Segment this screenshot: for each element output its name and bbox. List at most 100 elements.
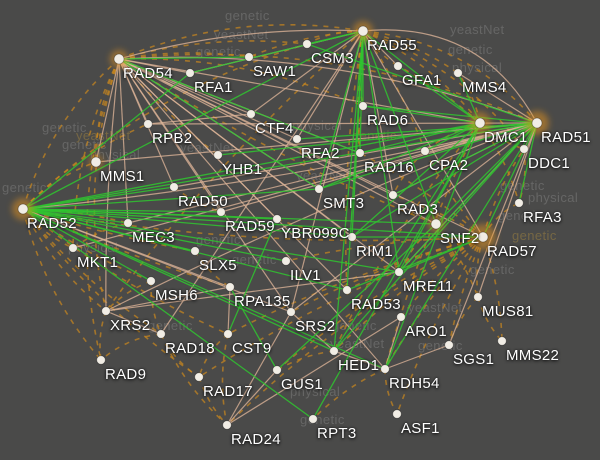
gene-node-SRS2[interactable] (286, 307, 296, 317)
gene-node-CTF4[interactable] (246, 109, 256, 119)
gene-node-SAW1[interactable] (244, 52, 254, 62)
gene-node-SMT3[interactable] (314, 184, 324, 194)
gene-node-CPA2[interactable] (420, 146, 430, 156)
gene-label-RIM1[interactable]: RIM1 (356, 243, 394, 260)
gene-label-GUS1[interactable]: GUS1 (281, 376, 324, 393)
gene-node-RAD57[interactable] (477, 231, 489, 243)
gene-label-YBR099C[interactable]: YBR099C (281, 225, 350, 242)
gene-node-RAD18[interactable] (156, 329, 166, 339)
gene-node-DDC1[interactable] (519, 144, 529, 154)
gene-node-RAD24[interactable] (222, 420, 232, 430)
gene-node-RAD9[interactable] (96, 355, 106, 365)
gene-label-RFA1[interactable]: RFA1 (194, 79, 233, 96)
gene-label-RAD59[interactable]: RAD59 (225, 218, 275, 235)
gene-label-YHB1[interactable]: YHB1 (222, 161, 263, 178)
gene-node-RAD59[interactable] (216, 207, 226, 217)
gene-label-RPB2[interactable]: RPB2 (152, 130, 193, 147)
gene-node-GUS1[interactable] (272, 365, 282, 375)
gene-label-RAD9[interactable]: RAD9 (105, 366, 147, 383)
gene-label-HED1[interactable]: HED1 (338, 357, 380, 374)
gene-label-MEC3[interactable]: MEC3 (132, 229, 175, 246)
gene-label-RAD53[interactable]: RAD53 (351, 296, 401, 313)
gene-node-RFA1[interactable] (185, 68, 195, 78)
gene-label-SAW1[interactable]: SAW1 (253, 63, 297, 80)
gene-label-RAD55[interactable]: RAD55 (367, 37, 417, 54)
gene-node-ILV1[interactable] (281, 256, 291, 266)
gene-node-RAD16[interactable] (355, 148, 365, 158)
gene-node-RAD52[interactable] (17, 203, 29, 215)
gene-node-MMS4[interactable] (453, 68, 463, 78)
gene-node-RAD17[interactable] (194, 372, 204, 382)
gene-label-DDC1[interactable]: DDC1 (528, 155, 571, 172)
gene-label-RAD3[interactable]: RAD3 (397, 201, 439, 218)
gene-label-CPA2[interactable]: CPA2 (429, 157, 469, 174)
gene-node-RPB2[interactable] (143, 119, 153, 129)
gene-label-CTF4[interactable]: CTF4 (255, 120, 294, 137)
gene-label-ILV1[interactable]: ILV1 (290, 267, 321, 284)
gene-node-YHB1[interactable] (213, 150, 223, 160)
gene-node-DMC1[interactable] (474, 117, 486, 129)
gene-label-DMC1[interactable]: DMC1 (484, 129, 528, 146)
gene-label-CSM3[interactable]: CSM3 (311, 50, 354, 67)
gene-node-MKT1[interactable] (68, 243, 78, 253)
gene-label-RAD50[interactable]: RAD50 (178, 193, 228, 210)
gene-label-XRS2[interactable]: XRS2 (110, 317, 151, 334)
gene-label-SGS1[interactable]: SGS1 (453, 351, 495, 368)
gene-label-RFA2[interactable]: RFA2 (301, 145, 340, 162)
gene-label-RAD51[interactable]: RAD51 (541, 129, 591, 146)
gene-node-MRE11[interactable] (394, 267, 404, 277)
gene-node-RFA2[interactable] (292, 134, 302, 144)
gene-label-SRS2[interactable]: SRS2 (295, 318, 336, 335)
gene-label-CST9[interactable]: CST9 (232, 340, 272, 357)
gene-node-RAD51[interactable] (531, 117, 543, 129)
gene-node-MEC3[interactable] (123, 218, 133, 228)
gene-node-SNF2[interactable] (430, 218, 442, 230)
gene-label-RFA3[interactable]: RFA3 (523, 209, 562, 226)
gene-label-MSH6[interactable]: MSH6 (155, 287, 198, 304)
gene-label-SLX5[interactable]: SLX5 (199, 257, 237, 274)
gene-node-SLX5[interactable] (190, 246, 200, 256)
gene-label-ARO1[interactable]: ARO1 (405, 323, 448, 340)
gene-node-RPA135[interactable] (225, 282, 235, 292)
gene-node-CSM3[interactable] (302, 39, 312, 49)
gene-label-RAD24[interactable]: RAD24 (231, 431, 281, 448)
gene-label-RAD54[interactable]: RAD54 (123, 65, 173, 82)
gene-node-MMS22[interactable] (497, 336, 507, 346)
gene-label-MUS81[interactable]: MUS81 (482, 303, 534, 320)
gene-node-ARO1[interactable] (396, 312, 406, 322)
gene-node-RPT3[interactable] (308, 414, 318, 424)
gene-node-RAD53[interactable] (342, 285, 352, 295)
gene-node-RAD50[interactable] (169, 182, 179, 192)
gene-node-RAD3[interactable] (388, 190, 398, 200)
gene-node-ASF1[interactable] (392, 409, 402, 419)
gene-node-SGS1[interactable] (444, 340, 454, 350)
gene-node-MMS1[interactable] (90, 156, 102, 168)
gene-label-SMT3[interactable]: SMT3 (323, 195, 365, 212)
gene-node-MUS81[interactable] (473, 292, 483, 302)
gene-node-GFA1[interactable] (393, 61, 403, 71)
gene-node-RIM1[interactable] (347, 232, 357, 242)
gene-node-RDH54[interactable] (380, 364, 390, 374)
gene-label-RPT3[interactable]: RPT3 (317, 425, 357, 442)
gene-node-RAD55[interactable] (357, 25, 369, 37)
gene-node-RFA3[interactable] (514, 198, 524, 208)
gene-label-MMS1[interactable]: MMS1 (100, 168, 145, 185)
gene-node-CST9[interactable] (223, 329, 233, 339)
gene-label-RAD17[interactable]: RAD17 (203, 383, 253, 400)
gene-node-YBR099C[interactable] (272, 214, 282, 224)
gene-label-RAD6[interactable]: RAD6 (367, 112, 409, 129)
gene-label-MMS4[interactable]: MMS4 (462, 79, 507, 96)
gene-label-RAD57[interactable]: RAD57 (487, 243, 537, 260)
gene-label-RAD16[interactable]: RAD16 (364, 159, 414, 176)
gene-node-MSH6[interactable] (146, 276, 156, 286)
gene-label-MKT1[interactable]: MKT1 (77, 254, 119, 271)
gene-node-RAD6[interactable] (358, 101, 368, 111)
gene-label-GFA1[interactable]: GFA1 (402, 72, 442, 89)
gene-label-MMS22[interactable]: MMS22 (506, 347, 560, 364)
gene-label-RAD52[interactable]: RAD52 (27, 215, 77, 232)
gene-label-MRE11[interactable]: MRE11 (403, 278, 454, 295)
gene-label-RDH54[interactable]: RDH54 (389, 375, 440, 392)
gene-node-RAD54[interactable] (113, 53, 125, 65)
gene-node-HED1[interactable] (329, 346, 339, 356)
